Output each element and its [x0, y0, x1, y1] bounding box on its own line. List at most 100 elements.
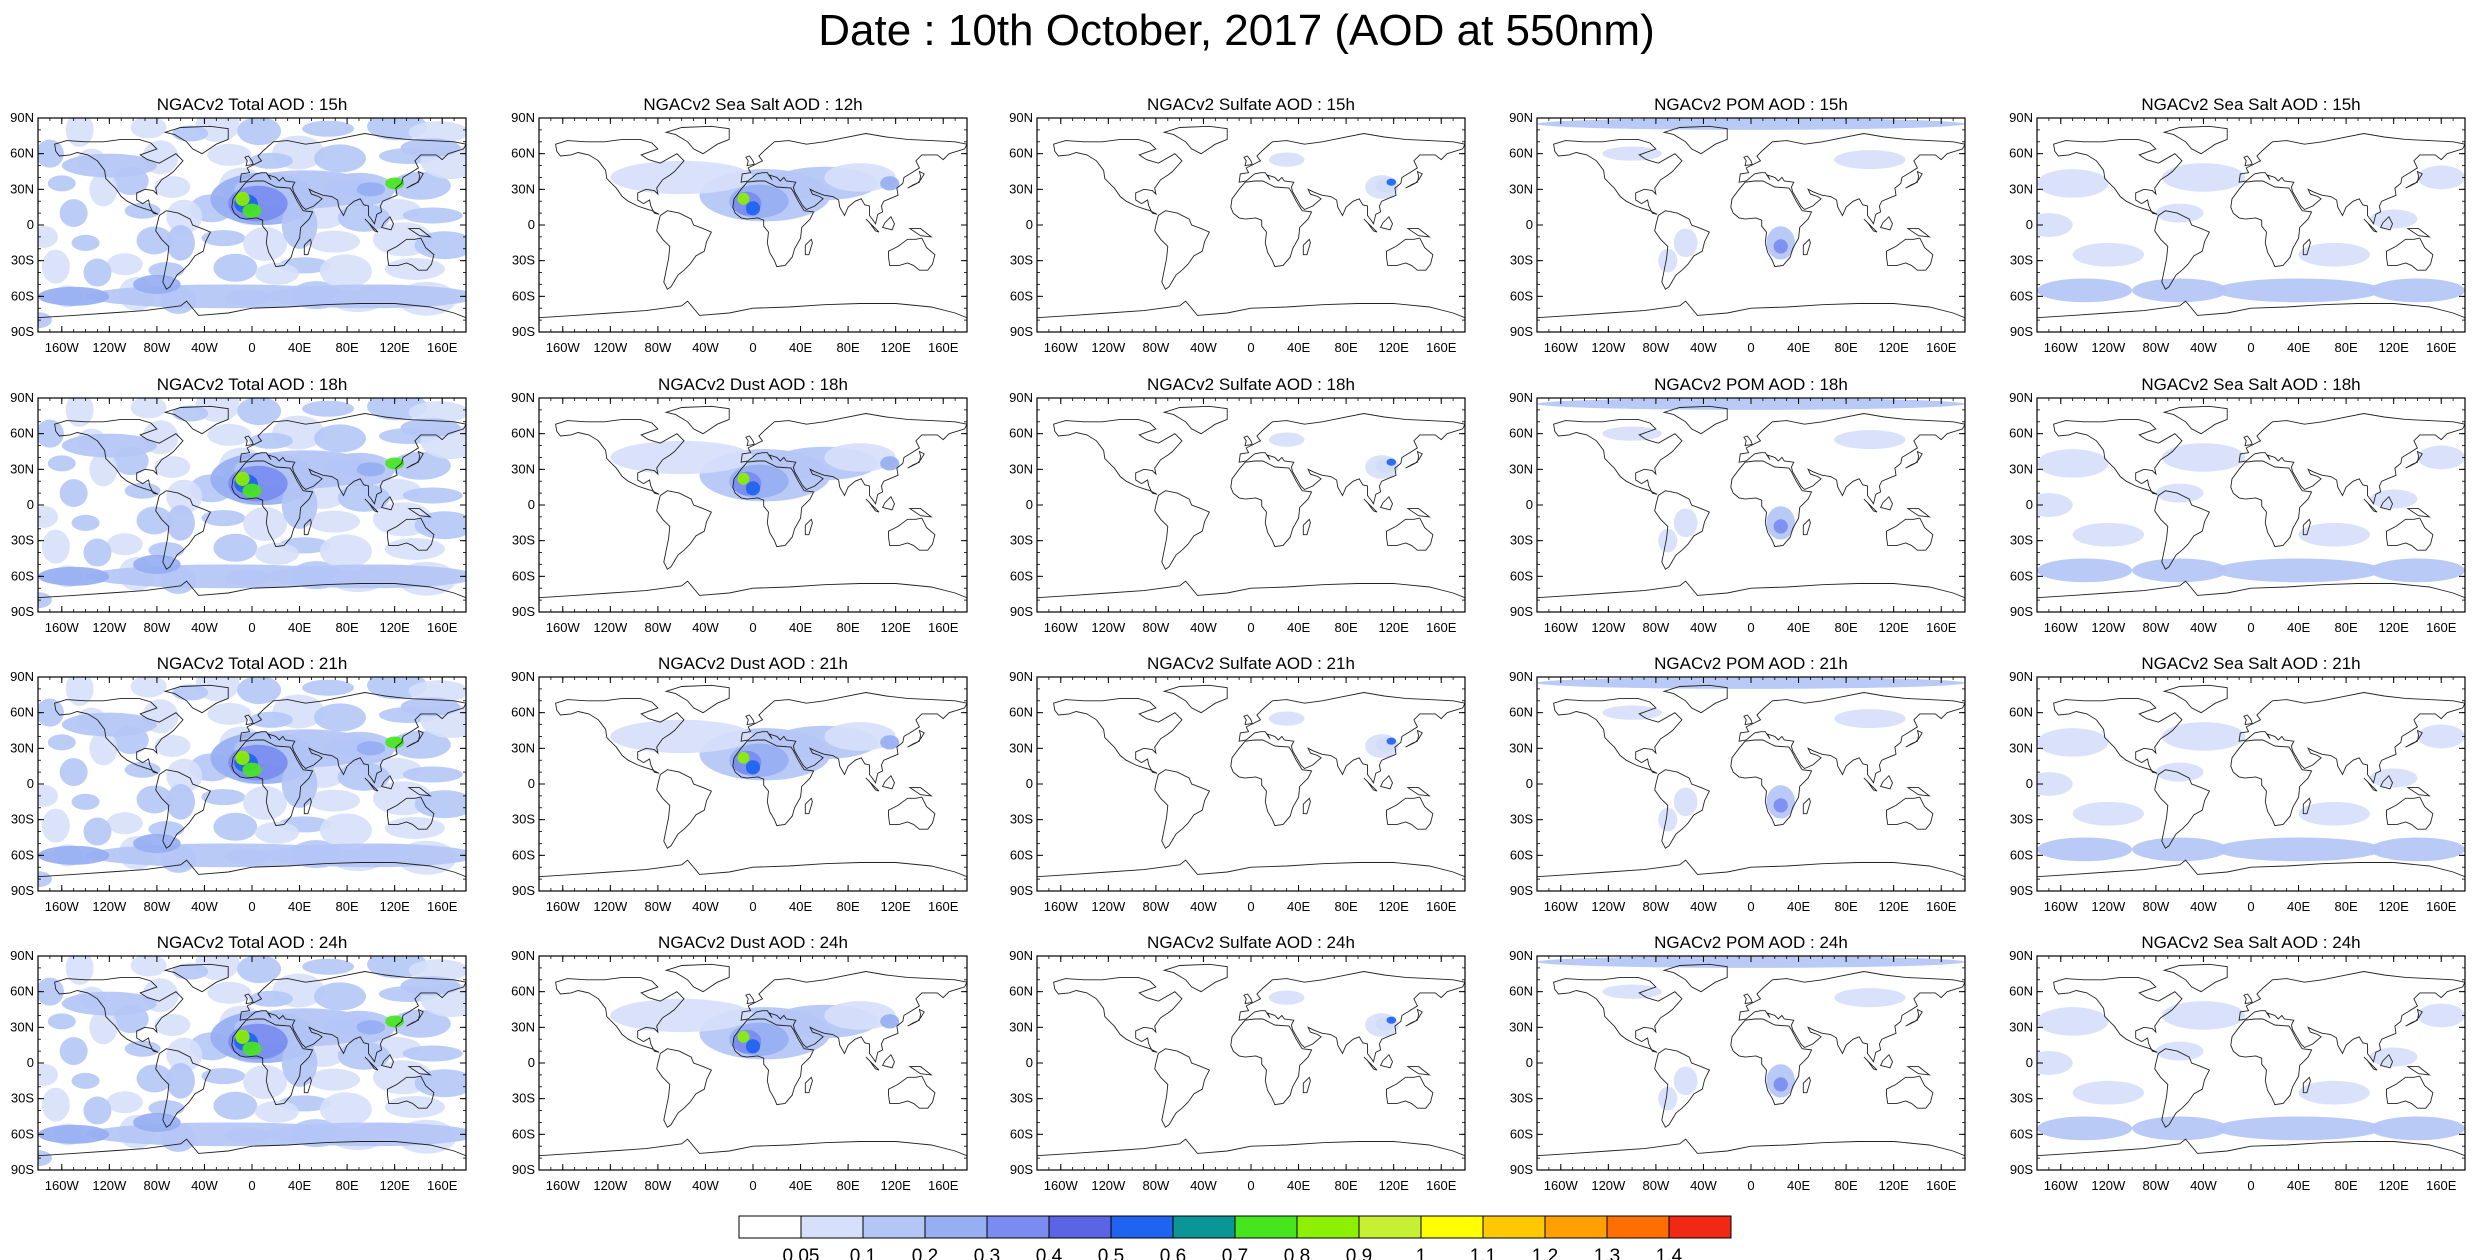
lon-tick-label: 160W — [1044, 340, 1079, 355]
lon-tick-label: 80E — [2335, 620, 2358, 635]
lon-tick-label: 80W — [2143, 899, 2170, 914]
aod-patch — [2369, 1116, 2465, 1141]
lat-tick-label: 60S — [2010, 288, 2033, 303]
lat-tick-label: 90S — [2010, 324, 2033, 339]
lat-tick-label: 90S — [1010, 883, 1033, 898]
lon-tick-label: 160W — [1544, 340, 1579, 355]
lon-tick-label: 120W — [593, 620, 628, 635]
lat-tick-label: 90N — [1009, 110, 1033, 125]
lon-tick-label: 120W — [1091, 620, 1126, 635]
lon-tick-label: 120E — [379, 620, 410, 635]
lon-tick-label: 160E — [2426, 1178, 2457, 1193]
aod-patch — [235, 750, 250, 765]
lon-tick-label: 0 — [248, 899, 255, 914]
lat-tick-label: 30N — [10, 1019, 34, 1034]
lon-tick-label: 80W — [144, 1178, 171, 1193]
aod-patch — [166, 1063, 195, 1099]
lon-tick-label: 120E — [1878, 620, 1909, 635]
lat-tick-label: 60N — [1509, 984, 1533, 999]
lat-tick-label: 30N — [511, 461, 535, 476]
aod-field — [1037, 398, 1465, 612]
aod-patch — [2369, 768, 2418, 788]
lon-tick-label: 160E — [1926, 1178, 1957, 1193]
lon-tick-label: 0 — [2247, 620, 2254, 635]
lat-tick-label: 30S — [512, 1091, 535, 1106]
lat-tick-label: 90S — [1010, 604, 1033, 619]
panel-title: NGACv2 Sulfate AOD : 18h — [1147, 375, 1355, 394]
lon-tick-label: 40W — [191, 620, 218, 635]
lat-tick-label: 60N — [1009, 146, 1033, 161]
lat-tick-label: 90S — [11, 324, 34, 339]
lat-tick-label: 0 — [528, 497, 535, 512]
lon-tick-label: 160W — [45, 340, 80, 355]
lon-tick-label: 80E — [336, 1178, 359, 1193]
lat-tick-label: 90N — [2009, 669, 2033, 684]
aod-patch — [38, 566, 110, 586]
lon-tick-label: 40E — [288, 1178, 311, 1193]
coastlines — [1537, 684, 1965, 878]
aod-patch — [356, 462, 386, 477]
lat-tick-label: 60N — [1009, 705, 1033, 720]
aod-patch — [242, 762, 262, 777]
aod-patch — [880, 1014, 900, 1029]
aod-patch — [2037, 449, 2109, 478]
aod-patch — [737, 192, 750, 205]
map-panel: 90N 60N 30N 0 30S 60S 90S 160W 120W 80W 40W 0 40E 80E… — [2009, 375, 2466, 635]
aod-patch — [1602, 426, 1662, 441]
lat-tick-label: 30S — [1010, 812, 1033, 827]
aod-patch — [400, 697, 461, 717]
lat-tick-label: 30N — [511, 740, 535, 755]
lon-tick-label: 160E — [2426, 899, 2457, 914]
lon-tick-label: 40W — [2190, 1178, 2217, 1193]
lon-tick-label: 120W — [92, 340, 127, 355]
lat-tick-label: 30N — [1009, 1019, 1033, 1034]
aod-patch — [1365, 1013, 1399, 1037]
coastlines — [2037, 684, 2465, 878]
aod-patch — [2161, 1001, 2246, 1030]
map-panel: 90N 60N 30N 0 30S 60S 90S 160W 120W 80W 40W 0 40E 80E… — [1509, 95, 1966, 355]
lon-tick-label: 40E — [1287, 1178, 1310, 1193]
aod-patch — [880, 176, 900, 191]
aod-patch — [385, 457, 405, 470]
map-panel: 90N 60N 30N 0 30S 60S 90S 160W 120W 80W 40W 0 40E 80E… — [1509, 654, 1966, 914]
lat-tick-label: 60N — [1509, 146, 1533, 161]
aod-field — [1537, 398, 1965, 612]
lon-tick-label: 120W — [1091, 340, 1126, 355]
coastlines — [38, 684, 466, 878]
lon-tick-label: 40E — [288, 340, 311, 355]
lat-tick-label: 60S — [1010, 288, 1033, 303]
lon-tick-label: 80E — [837, 899, 860, 914]
coastlines — [1537, 963, 1965, 1157]
lon-tick-label: 40E — [1787, 899, 1810, 914]
lon-tick-label: 0 — [2247, 899, 2254, 914]
lon-tick-label: 120E — [1878, 1178, 1909, 1193]
aod-patch — [880, 456, 900, 471]
aod-patch — [2037, 558, 2133, 583]
aod-patch — [2417, 724, 2465, 749]
lat-tick-label: 60S — [2010, 568, 2033, 583]
lon-tick-label: 120W — [1091, 899, 1126, 914]
aod-patch — [1602, 705, 1662, 720]
lon-tick-label: 80W — [2143, 340, 2170, 355]
aod-patch — [737, 751, 750, 764]
lat-tick-label: 30S — [512, 253, 535, 268]
lat-tick-label: 30N — [10, 461, 34, 476]
aod-patch — [745, 1039, 761, 1054]
aod-patch — [2161, 163, 2246, 192]
lat-tick-label: 60N — [1009, 426, 1033, 441]
aod-patch — [242, 203, 262, 218]
lat-tick-label: 90N — [1009, 948, 1033, 963]
aod-patch — [133, 274, 181, 294]
aod-patch — [2132, 558, 2228, 583]
lat-tick-label: 0 — [2026, 776, 2033, 791]
lat-tick-label: 90S — [512, 604, 535, 619]
map-panel: 90N 60N 30N 0 30S 60S 90S 160W 120W 80W 40W 0 40E 80E… — [10, 95, 467, 355]
lon-tick-label: 120W — [593, 899, 628, 914]
lon-tick-label: 80E — [1335, 899, 1358, 914]
lon-tick-label: 80E — [1335, 340, 1358, 355]
aod-patch — [166, 225, 195, 261]
aod-field — [2037, 118, 2465, 332]
aod-patch — [38, 1124, 110, 1144]
lon-tick-label: 160E — [1426, 1178, 1457, 1193]
aod-patch — [1602, 146, 1662, 161]
